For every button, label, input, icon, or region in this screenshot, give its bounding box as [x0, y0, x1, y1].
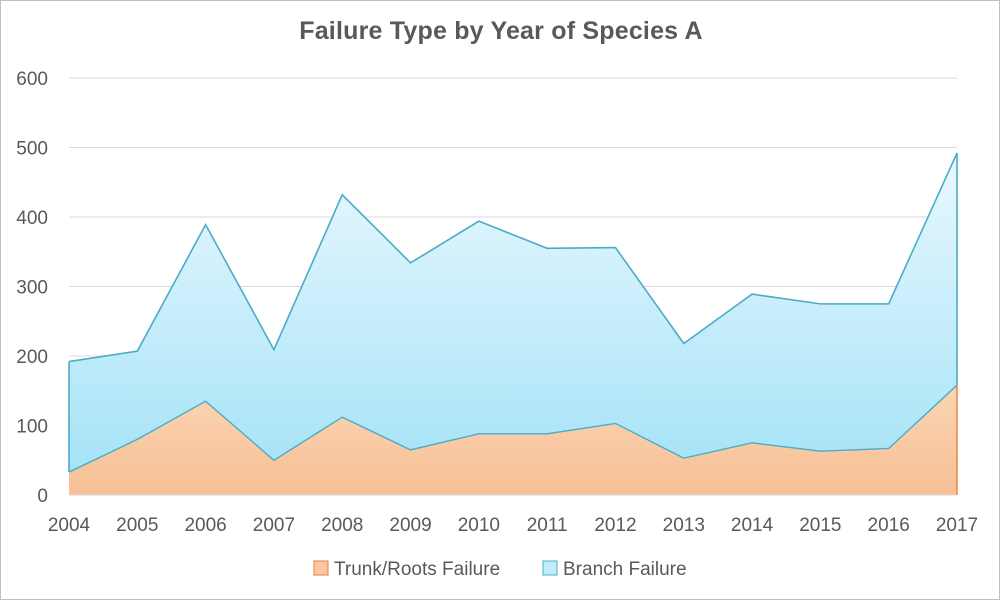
x-tick-label: 2005 — [116, 515, 158, 536]
x-tick-label: 2016 — [868, 515, 910, 536]
x-tick-label: 2004 — [48, 515, 91, 536]
x-tick-label: 2009 — [389, 515, 431, 536]
chart-title: Failure Type by Year of Species A — [299, 17, 703, 45]
axes: 0 100 200 300 400 500 600 2004 2005 2006 2007 2008 2… — [16, 69, 978, 536]
y-tick-label: 200 — [16, 347, 48, 368]
y-tick-label: 100 — [16, 417, 48, 438]
x-tick-label: 2011 — [527, 515, 568, 536]
x-tick-label: 2017 — [936, 515, 978, 536]
x-tick-label: 2013 — [663, 515, 705, 536]
y-tick-label: 400 — [16, 208, 48, 229]
y-tick-label: 600 — [16, 69, 48, 90]
legend: Trunk/Roots Failure Branch Failure — [313, 559, 687, 580]
legend-label: Trunk/Roots Failure — [334, 559, 500, 580]
x-tick-label: 2014 — [731, 515, 774, 536]
trunk-roots-failure-line — [68, 384, 958, 473]
y-tick-label: 500 — [16, 139, 48, 160]
x-tick-label: 2012 — [594, 515, 636, 536]
legend-swatch — [313, 560, 329, 576]
branch-failure-line — [68, 152, 958, 386]
x-tick-label: 2015 — [799, 515, 841, 536]
legend-item-trunk-roots: Trunk/Roots Failure — [313, 559, 500, 580]
x-tick-label: 2007 — [253, 515, 295, 536]
legend-swatch — [542, 560, 558, 576]
x-tick-label: 2008 — [321, 515, 363, 536]
trunk-roots-failure-area — [69, 385, 957, 495]
legend-item-branch: Branch Failure — [542, 559, 687, 580]
legend-label: Branch Failure — [563, 559, 687, 580]
branch-failure-area — [69, 153, 957, 473]
x-tick-label: 2006 — [184, 515, 226, 536]
y-tick-label: 0 — [37, 486, 48, 507]
y-tick-label: 300 — [16, 278, 48, 299]
x-tick-label: 2010 — [458, 515, 500, 536]
areas — [68, 152, 958, 495]
